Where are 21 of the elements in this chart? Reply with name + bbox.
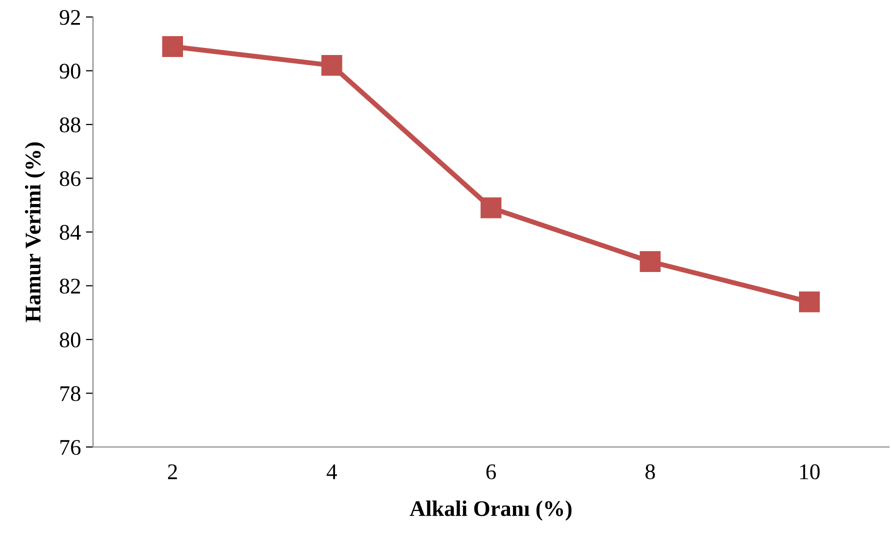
point: [162, 36, 184, 57]
x-tick-label: 4: [326, 464, 338, 480]
y-tick-label: 92: [60, 10, 80, 25]
y-tick-label: 80: [60, 332, 80, 348]
y-tick-label: 76: [60, 440, 81, 455]
y-tick-label: 90: [60, 64, 80, 79]
x-tick-label: 6: [486, 464, 496, 480]
x-tick-label: 2: [168, 464, 177, 480]
y-axis-title: Hamur Verimi (%): [24, 142, 46, 322]
y-tick-label: 78: [60, 386, 80, 402]
point: [321, 54, 342, 76]
point: [480, 197, 502, 218]
x-tick-label: 10: [800, 464, 820, 480]
y-tick-label: 88: [60, 117, 80, 132]
point: [798, 291, 820, 312]
y-tick-label: 86: [60, 171, 81, 186]
x-tick-label: 8: [645, 464, 655, 480]
y-tick-label: 82: [60, 278, 80, 294]
point: [640, 251, 661, 272]
y-tick-label: 84: [60, 224, 81, 240]
x-axis-title: Alkali Oranı (%): [410, 500, 572, 521]
